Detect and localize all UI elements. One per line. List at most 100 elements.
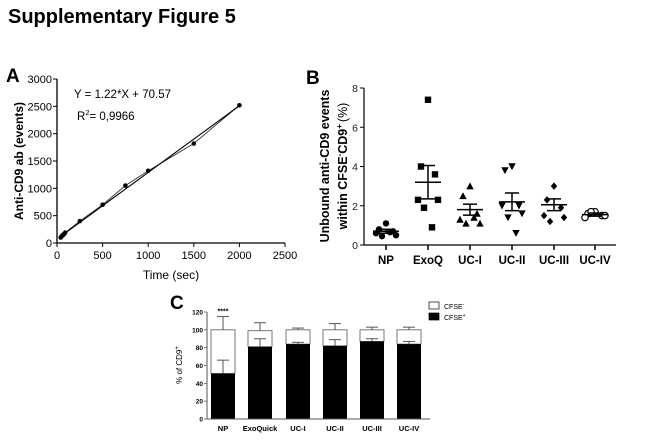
panel-label-a: A: [6, 66, 20, 87]
panel-c-xtick-label: UC-I: [290, 424, 305, 433]
panel-c-ylabel: % of CD9+: [175, 346, 184, 384]
legend-cfse-pos-name: CFSE: [444, 315, 463, 322]
panel-a-ylabel: Anti-CD9 ab (events): [12, 102, 26, 220]
panel-b-ytick-label: 6: [352, 122, 358, 134]
panel-b-point-diamond: [560, 213, 568, 222]
legend-swatch-cfse-pos: [428, 312, 440, 321]
panel-b-point-diamond: [540, 211, 548, 220]
panel-a-ticks: 0 500 1000 1500 2000 2500 0 500 1000 1500 2000 2500…: [28, 74, 298, 262]
panel-b-point-triangle-down: [501, 167, 509, 175]
panel-a-ytick-label: 0: [46, 238, 52, 250]
panel-b-point-triangle-up: [470, 213, 478, 221]
ylabel-sup-minus: -: [335, 153, 344, 156]
panel-a-data-point: [123, 183, 128, 188]
panel-b-ticks: 0 2 4 6 8 NP ExoQ UC-I UC-II UC-III UC-IV: [352, 83, 611, 267]
panel-b-point-square: [431, 171, 439, 178]
panel-c-xtick-label: UC-II: [326, 424, 344, 433]
panel-a-xtick-label: 0: [54, 250, 60, 262]
panel-a-ytick-label: 500: [34, 211, 52, 223]
ylabel-part-a: within CFSE: [336, 156, 350, 230]
figure-title: Supplementary Figure 5: [8, 6, 236, 28]
panel-c-bar-cfse-pos: [360, 341, 384, 419]
panel-b-chart: 0 2 4 6 8 NP ExoQ UC-I UC-II UC-III UC-IV Unbound …: [318, 83, 616, 267]
panel-a-chart: 0 500 1000 1500 2000 2500 0 500 1000 1500 2000 2500…: [12, 74, 297, 282]
panel-b-ytick-label: 0: [352, 240, 358, 252]
panel-b-point-triangle-up: [466, 182, 474, 190]
panel-b-ytick-label: 4: [352, 162, 358, 174]
r2-superscript: 2: [85, 108, 89, 117]
panel-c-xtick-label: NP: [218, 424, 228, 433]
panel-a-equation: Y = 1.22*X + 70.57: [74, 89, 171, 101]
c-ylabel-text: % of CD9: [175, 349, 184, 384]
ylabel-part-b: CD9: [336, 129, 350, 154]
panel-b-point-diamond: [543, 196, 551, 204]
panel-c-ytick-label: 0: [199, 417, 203, 424]
panel-c-ytick-label: 120: [192, 310, 203, 317]
panel-b-point-triangle-up: [476, 219, 484, 227]
panel-c-ytick-label: 40: [196, 381, 204, 388]
panel-b-point-square: [424, 96, 432, 103]
panel-b-point-square: [428, 224, 436, 231]
panel-b-point-triangle-down: [504, 214, 512, 222]
panel-b-xtick-label: ExoQ: [413, 255, 443, 267]
panel-a-ytick-label: 3000: [28, 74, 52, 86]
panel-label-b: B: [306, 68, 320, 89]
panel-c-bar-cfse-pos: [397, 344, 421, 419]
legend-cfse-pos-sup: +: [463, 313, 466, 319]
panel-a-xtick-label: 2500: [273, 250, 297, 262]
panel-b-point-diamond: [550, 182, 558, 190]
panel-c-xtick-label: UC-III: [362, 424, 382, 433]
panel-b-ylabel-line2: within CFSE-CD9+ (%): [335, 103, 350, 231]
panel-a-ytick-label: 1500: [28, 156, 52, 168]
panel-c-ytick-label: 80: [196, 345, 204, 352]
legend-label-cfse-pos: CFSE+: [444, 313, 466, 322]
panel-a-xlabel: Time (sec): [143, 268, 199, 282]
panel-c-xtick-label: UC-IV: [399, 424, 419, 433]
panel-b-ytick-label: 2: [352, 201, 358, 213]
legend-label-cfse-neg: CFSE-: [444, 302, 465, 311]
panel-c-bar-cfse-pos: [323, 345, 347, 419]
panel-a-data-point: [77, 218, 83, 224]
panel-c-axes: [206, 312, 430, 420]
panel-b-point-circle: [392, 231, 400, 239]
panel-b-point-triangle-up: [456, 215, 464, 223]
panel-b-point-triangle-down: [498, 202, 506, 210]
panel-c-ytick-label: 20: [196, 399, 204, 406]
panel-c-chart: **** 0 20 40 60 80 100 120 NP ExoQuick UC-I UC-II U…: [175, 301, 466, 434]
panel-b-point-square: [434, 196, 442, 204]
panel-b-point-diamond: [557, 204, 565, 212]
panel-a-points: [58, 102, 242, 240]
panel-label-c: C: [170, 293, 184, 314]
panel-b-point-triangle-down: [518, 210, 526, 218]
panel-b-ytick-label: 8: [352, 83, 358, 95]
panel-c-bar-cfse-pos: [211, 373, 235, 419]
panel-a-data-point: [62, 230, 68, 235]
panel-a-ytick-label: 2500: [28, 101, 52, 113]
legend-cfse-neg-name: CFSE: [444, 304, 463, 311]
panel-b-point-circle: [378, 232, 386, 240]
panel-a-xtick-label: 500: [93, 250, 111, 262]
panel-b-point-square: [420, 204, 428, 211]
r2-value: = 0,9966: [89, 111, 134, 123]
panel-b-point-triangle-up: [462, 219, 470, 227]
panel-b-point-triangle-up: [459, 192, 467, 200]
panel-b-point-triangle-down: [515, 202, 523, 210]
panel-a-xtick-label: 1000: [136, 250, 160, 262]
panel-b-point-square: [417, 163, 425, 170]
panel-b-point-triangle-down: [512, 230, 520, 237]
panel-b-xtick-label: UC-III: [539, 255, 569, 267]
panel-a-xtick-label: 1500: [182, 250, 206, 262]
panel-a-xtick-label: 2000: [227, 250, 251, 262]
panel-a-data-point: [145, 168, 151, 174]
panel-c-significance: ****: [218, 308, 229, 315]
panel-c-ticks: 0 20 40 60 80 100 120 NP ExoQuick UC-I UC-II UC-III…: [192, 310, 419, 434]
panel-b-point-square: [414, 196, 422, 204]
panel-c-bar-cfse-pos: [286, 344, 310, 419]
panel-a-ytick-label: 1000: [28, 183, 52, 195]
panel-c-legend: CFSE- CFSE+: [428, 301, 466, 322]
panel-a-data-point: [191, 141, 197, 146]
legend-cfse-neg-sup: -: [463, 302, 465, 308]
panel-c-xtick-label: ExoQuick: [243, 424, 278, 433]
panel-b-axes: [363, 88, 616, 246]
